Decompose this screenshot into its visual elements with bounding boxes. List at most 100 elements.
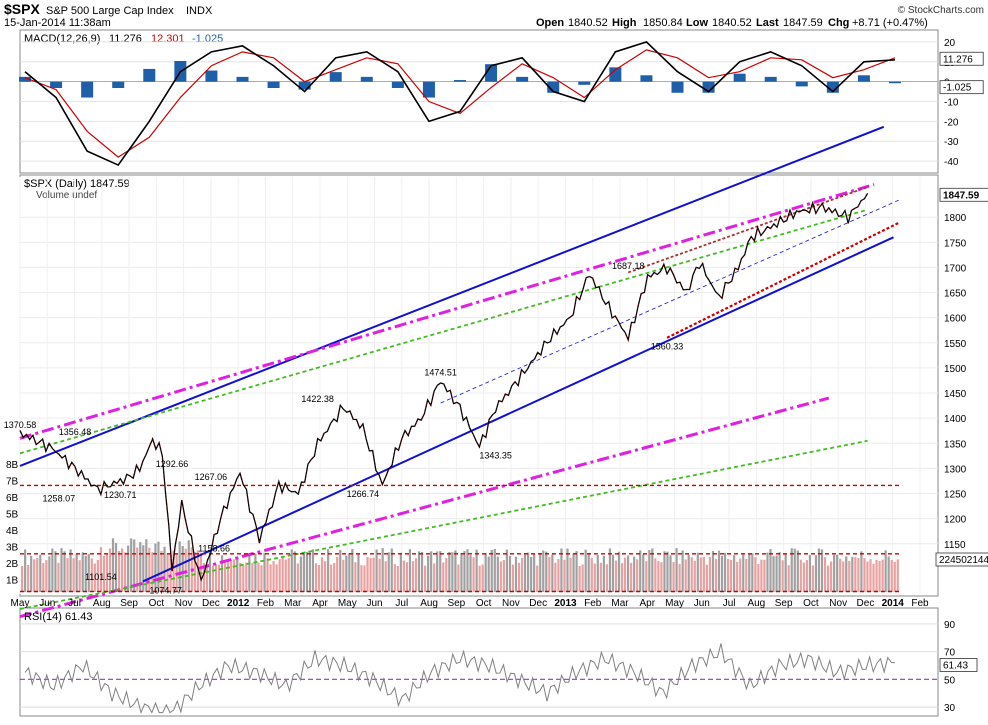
volume-bar bbox=[820, 549, 824, 592]
volume-bar bbox=[227, 559, 230, 592]
volume-bar bbox=[105, 553, 109, 592]
macd-histogram-bar bbox=[764, 76, 777, 82]
volume-bar bbox=[420, 552, 424, 592]
macd-histogram-bar bbox=[733, 73, 746, 82]
open-value: 1840.52 bbox=[568, 17, 608, 29]
volume-bar bbox=[99, 547, 102, 592]
volume-bar bbox=[726, 558, 730, 592]
price-annotation-label: 1074.77 bbox=[149, 586, 182, 596]
volume-bar bbox=[21, 566, 24, 592]
price-tick-label: 1500 bbox=[944, 364, 967, 375]
volume-bar bbox=[554, 562, 557, 592]
volume-bar bbox=[866, 561, 869, 592]
volume-bar bbox=[587, 553, 590, 592]
volume-bar bbox=[393, 564, 396, 592]
volume-bar bbox=[536, 565, 539, 592]
volume-bar bbox=[539, 553, 542, 592]
macd-histogram-bar bbox=[889, 81, 901, 84]
volume-bar bbox=[548, 557, 551, 592]
volume-bar bbox=[84, 555, 87, 592]
volume-bar bbox=[693, 560, 696, 592]
volume-bar bbox=[96, 560, 99, 592]
price-annotation-label: 1343.35 bbox=[479, 451, 512, 461]
volume-bar bbox=[763, 559, 766, 592]
volume-bar bbox=[411, 561, 415, 592]
volume-bar bbox=[202, 562, 205, 592]
volume-bar bbox=[839, 558, 842, 592]
volume-bar bbox=[251, 563, 254, 592]
volume-bar bbox=[333, 563, 336, 592]
volume-bar bbox=[266, 558, 269, 592]
volume-bar bbox=[272, 561, 275, 592]
volume-bar bbox=[696, 552, 699, 592]
volume-bar bbox=[802, 562, 805, 592]
volume-bar bbox=[496, 556, 499, 592]
volume-bar bbox=[357, 554, 360, 592]
volume-bar bbox=[542, 550, 545, 592]
volume-bar bbox=[860, 551, 863, 592]
macd-line bbox=[24, 41, 896, 167]
volume-bar bbox=[414, 558, 418, 592]
quote-summary: Open 1840.52 High 1850.84 Low 1840.52 La… bbox=[536, 17, 928, 29]
volume-bar bbox=[805, 560, 808, 592]
volume-bar bbox=[757, 563, 760, 592]
volume-bar bbox=[111, 538, 115, 592]
volume-bar bbox=[360, 565, 363, 592]
volume-bar bbox=[508, 556, 512, 592]
volume-bar bbox=[378, 558, 381, 592]
volume-bar bbox=[160, 550, 163, 592]
volume-bar bbox=[684, 559, 687, 592]
volume-bar bbox=[857, 557, 860, 592]
volume-bar bbox=[60, 548, 63, 592]
volume-bar bbox=[260, 565, 263, 592]
trendline-red-wedge-upper bbox=[627, 186, 868, 274]
volume-bar bbox=[545, 551, 548, 592]
volume-bar bbox=[430, 551, 433, 592]
volume-bar bbox=[27, 564, 30, 592]
macd-histogram-bar bbox=[702, 81, 715, 93]
volume-bar bbox=[651, 548, 654, 592]
last-label: Last bbox=[756, 17, 779, 29]
volume-bar bbox=[308, 552, 312, 592]
x-axis-label: Jun bbox=[694, 598, 710, 609]
x-axis-label: Dec bbox=[202, 598, 220, 609]
volume-bar bbox=[736, 561, 739, 592]
volume-bar bbox=[63, 551, 66, 592]
volume-bar bbox=[781, 560, 784, 592]
volume-bar bbox=[566, 548, 569, 592]
volume-bar bbox=[387, 552, 390, 592]
macd-value-box-box bbox=[939, 51, 984, 66]
volume-bar bbox=[423, 565, 427, 592]
volume-bar bbox=[75, 554, 78, 592]
volume-bar bbox=[363, 565, 366, 592]
volume-bar bbox=[881, 559, 884, 592]
volume-bar bbox=[236, 556, 239, 592]
volume-bar bbox=[884, 550, 887, 592]
chg-value: +8.71 (+0.47%) bbox=[852, 17, 928, 29]
rsi-tick-label: 30 bbox=[944, 703, 956, 714]
volume-bar bbox=[742, 554, 745, 592]
volume-bar bbox=[708, 557, 712, 592]
volume-bar bbox=[642, 554, 645, 592]
volume-bar bbox=[681, 550, 684, 592]
x-axis-label: Dec bbox=[529, 598, 547, 609]
volume-bar bbox=[830, 561, 833, 592]
rsi-tick-label: 70 bbox=[944, 648, 956, 659]
volume-bar bbox=[787, 565, 790, 592]
x-axis-label: Aug bbox=[420, 598, 438, 609]
volume-bar bbox=[327, 549, 330, 592]
volume-bar bbox=[593, 563, 596, 592]
volume-bar bbox=[705, 564, 708, 592]
volume-bar bbox=[224, 561, 227, 592]
volume-bar bbox=[336, 557, 339, 592]
volume-bar bbox=[317, 564, 321, 592]
volume-bar bbox=[193, 551, 196, 592]
volume-bar bbox=[569, 557, 572, 592]
rsi-panel: RSI(14) 61.43 90 70 50 30 61.43 bbox=[20, 611, 978, 715]
volume-bar bbox=[457, 564, 460, 592]
price-tick-label: 1200 bbox=[944, 515, 967, 526]
volume-bar bbox=[354, 562, 357, 592]
volume-bar bbox=[330, 564, 333, 592]
volume-bar bbox=[181, 546, 184, 592]
